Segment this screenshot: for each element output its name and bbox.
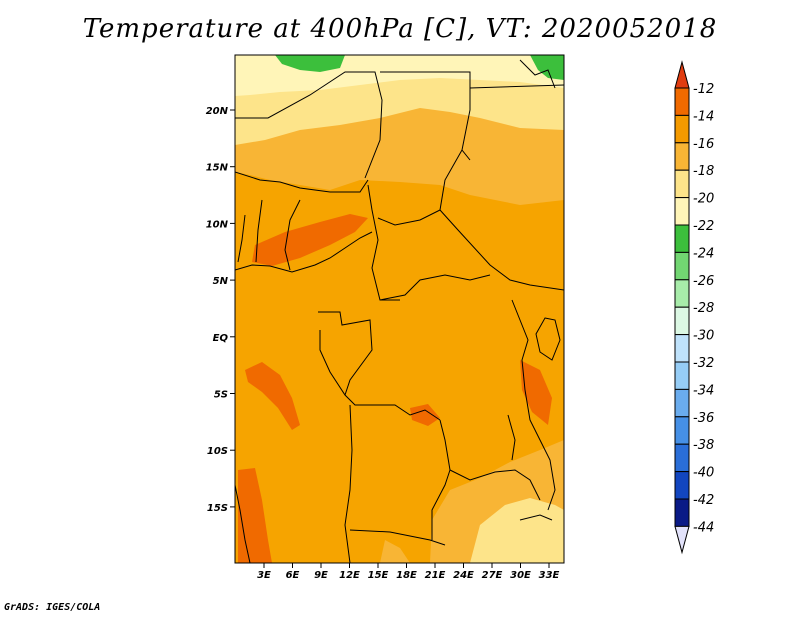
field-cold-patch-nw bbox=[275, 55, 345, 72]
map-frame bbox=[234, 54, 565, 564]
colorbar-label: -12 bbox=[693, 82, 714, 97]
colorbar-swatch bbox=[674, 251, 690, 281]
lon-label: 27E bbox=[482, 570, 503, 581]
field-cold-patch-ne bbox=[530, 55, 564, 80]
lat-label: 10S bbox=[207, 446, 228, 457]
field-warm-patch-sw bbox=[238, 468, 272, 563]
field-band-18-south-west bbox=[380, 540, 410, 563]
colorbar-swatch bbox=[674, 142, 690, 171]
colorbar-swatch bbox=[674, 87, 690, 116]
lon-label: 6E bbox=[286, 570, 300, 581]
colorbar-swatch bbox=[674, 388, 690, 418]
colorbar-label: -34 bbox=[693, 383, 714, 398]
lon-label: 3E bbox=[257, 570, 271, 581]
credit-text: GrADS: IGES/COLA bbox=[4, 602, 101, 613]
field-band-20-south bbox=[470, 498, 564, 563]
field-warm-patch-atlantic bbox=[245, 362, 300, 430]
colorbar-swatch bbox=[674, 334, 690, 363]
colorbar-swatch bbox=[674, 197, 690, 226]
lon-label: 21E bbox=[425, 570, 446, 581]
lat-label: 10N bbox=[206, 219, 229, 230]
colorbar-label: -22 bbox=[693, 219, 714, 234]
temperature-field bbox=[235, 55, 564, 563]
lon-label: 33E bbox=[539, 570, 560, 581]
map-title: Temperature at 400hPa [C], VT: 202005201… bbox=[82, 14, 718, 44]
colorbar-label: -14 bbox=[693, 109, 714, 124]
colorbar-label: -24 bbox=[693, 246, 714, 261]
colorbar-top-triangle bbox=[674, 60, 690, 89]
colorbar-swatch bbox=[674, 471, 690, 500]
colorbar-swatch bbox=[674, 279, 690, 308]
lon-label: 18E bbox=[396, 570, 417, 581]
colorbar-label: -32 bbox=[693, 356, 714, 371]
latitude-axis: 20N 15N 10N 5N EQ 5S 10S 15S bbox=[206, 106, 235, 514]
colorbar-label: -26 bbox=[693, 274, 714, 289]
field-warm-patch-congo bbox=[410, 404, 440, 426]
colorbar-label: -30 bbox=[693, 329, 714, 344]
colorbar-label: -44 bbox=[693, 520, 714, 535]
colorbar-swatch bbox=[674, 306, 690, 336]
lat-label: EQ bbox=[213, 333, 229, 344]
lat-label: 5S bbox=[214, 390, 228, 401]
colorbar-label: -40 bbox=[693, 466, 714, 481]
lon-label: 9E bbox=[314, 570, 328, 581]
colorbar: -12 -14 -16 -18 -20 -22 -24 -26 -28 -30 -32 -34 -36 -… bbox=[674, 60, 714, 555]
colorbar-swatch bbox=[674, 498, 690, 527]
longitude-axis: 3E 6E 9E 12E 15E 18E 21E 24E 27E 30E 33E bbox=[257, 563, 560, 581]
country-borders bbox=[235, 59, 564, 563]
lat-label: 15S bbox=[207, 503, 228, 514]
colorbar-swatch bbox=[674, 169, 690, 199]
colorbar-swatch bbox=[674, 114, 690, 144]
colorbar-label: -36 bbox=[693, 411, 714, 426]
lat-label: 20N bbox=[206, 106, 229, 117]
colorbar-label: -16 bbox=[693, 137, 714, 152]
colorbar-bottom-triangle bbox=[674, 525, 690, 555]
colorbar-label: -20 bbox=[693, 192, 714, 207]
colorbar-swatch bbox=[674, 361, 690, 390]
lon-label: 24E bbox=[453, 570, 474, 581]
colorbar-label: -42 bbox=[693, 493, 714, 508]
colorbar-swatch bbox=[674, 416, 690, 445]
lat-label: 15N bbox=[206, 163, 229, 174]
lat-label: 5N bbox=[213, 276, 229, 287]
field-warm-patch-east bbox=[520, 360, 552, 425]
lon-label: 15E bbox=[368, 570, 389, 581]
colorbar-label: -18 bbox=[693, 164, 714, 179]
lon-label: 30E bbox=[510, 570, 531, 581]
colorbar-swatch bbox=[674, 443, 690, 473]
field-warm-streak-nigeria bbox=[252, 214, 368, 266]
colorbar-label: -38 bbox=[693, 438, 714, 453]
lon-label: 12E bbox=[339, 570, 360, 581]
colorbar-label: -28 bbox=[693, 301, 714, 316]
colorbar-swatch bbox=[674, 224, 690, 253]
